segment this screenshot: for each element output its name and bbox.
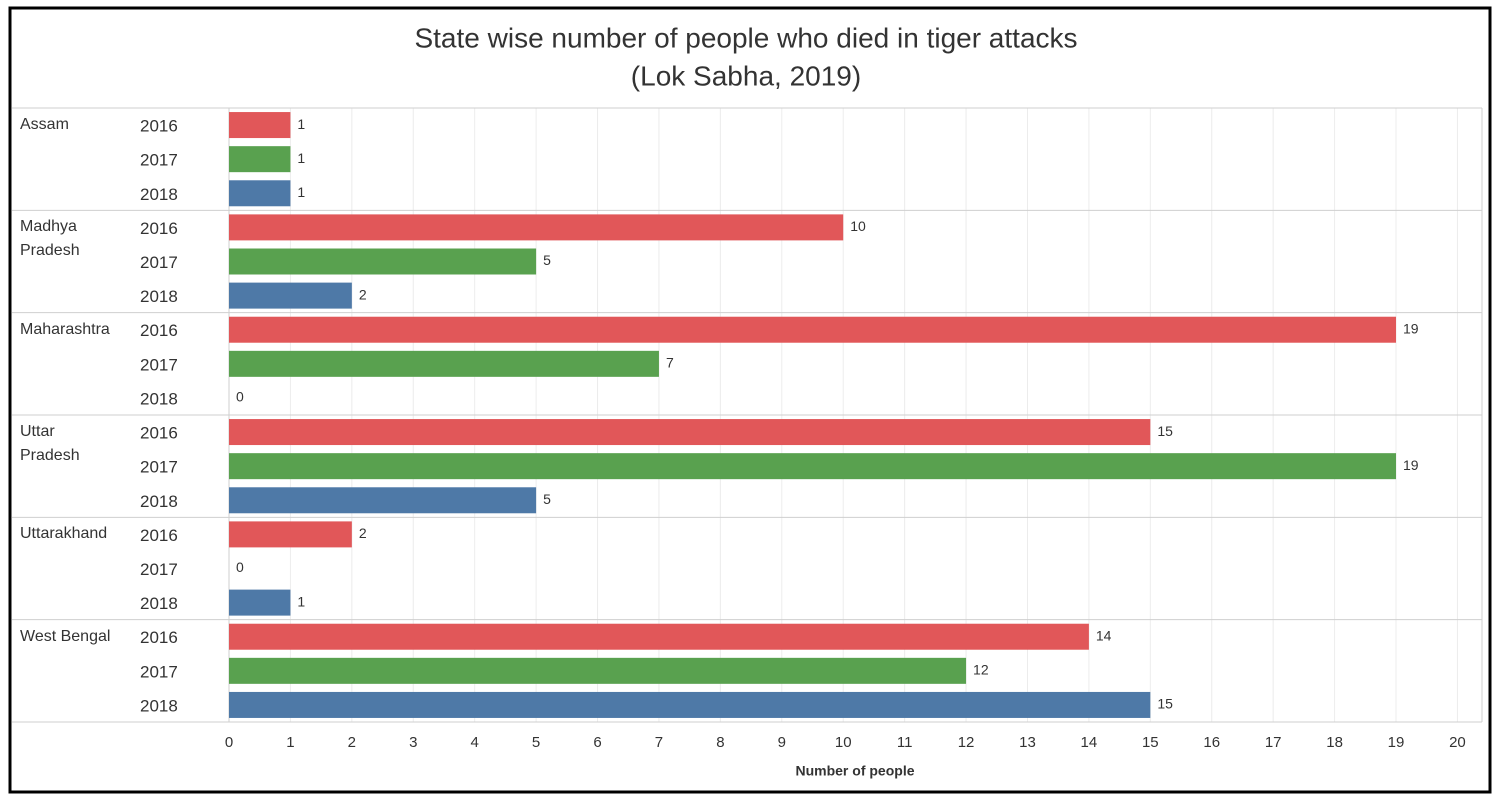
year-label: 2018 <box>140 389 178 408</box>
x-tick-label: 0 <box>225 734 233 751</box>
bar <box>229 214 844 241</box>
bar <box>229 589 291 616</box>
state-label: Uttar Pradesh <box>20 423 80 464</box>
x-tick-label: 19 <box>1388 734 1405 751</box>
bar <box>229 419 1151 446</box>
state-label: West Bengal <box>20 627 111 645</box>
year-label: 2018 <box>140 696 178 715</box>
x-tick-label: 3 <box>409 734 417 751</box>
year-label: 2016 <box>140 628 178 647</box>
x-tick-label: 5 <box>532 734 540 751</box>
year-label: 2017 <box>140 458 178 477</box>
bar <box>229 691 1151 718</box>
x-tick-label: 2 <box>348 734 356 751</box>
x-tick-label: 4 <box>471 734 479 751</box>
x-tick-label: 15 <box>1142 734 1159 751</box>
x-tick-label: 17 <box>1265 734 1282 751</box>
year-label: 2017 <box>140 355 178 374</box>
bar <box>229 521 352 548</box>
x-tick-label: 6 <box>593 734 601 751</box>
year-label: 2018 <box>140 492 178 511</box>
x-tick-label: 7 <box>655 734 663 751</box>
bar <box>229 453 1397 480</box>
year-label: 2016 <box>140 321 178 340</box>
data-label: 10 <box>850 218 866 234</box>
data-label: 14 <box>1096 627 1112 643</box>
year-label: 2016 <box>140 219 178 238</box>
x-tick-label: 1 <box>286 734 294 751</box>
year-label: 2017 <box>140 151 178 170</box>
x-tick-label: 11 <box>897 734 913 751</box>
data-label: 7 <box>666 355 674 371</box>
x-tick-label: 14 <box>1081 734 1098 751</box>
bar <box>229 350 659 377</box>
data-label: 1 <box>297 116 305 132</box>
x-tick-label: 10 <box>835 734 852 751</box>
bar <box>229 282 352 309</box>
data-label: 19 <box>1403 320 1419 336</box>
x-axis-title: Number of people <box>795 763 914 779</box>
bar <box>229 487 537 514</box>
data-label: 1 <box>297 150 305 166</box>
state-label: Assam <box>20 116 69 133</box>
frame <box>8 6 1492 794</box>
state-label: Uttarakhand <box>20 525 108 543</box>
year-label: 2016 <box>140 424 178 443</box>
x-tick-label: 12 <box>958 734 975 751</box>
chart-title: State wise number of people who died in … <box>414 22 1077 53</box>
bar <box>229 112 291 139</box>
data-label: 15 <box>1157 423 1173 439</box>
year-label: 2017 <box>140 662 178 681</box>
bar <box>229 623 1089 650</box>
year-label: 2016 <box>140 526 178 545</box>
x-tick-label: 9 <box>778 734 786 751</box>
x-tick-label: 20 <box>1449 734 1466 751</box>
chart-subtitle: (Lok Sabha, 2019) <box>631 60 861 91</box>
x-tick-label: 8 <box>716 734 724 751</box>
year-label: 2018 <box>140 185 178 204</box>
bar <box>229 316 1397 343</box>
year-label: 2017 <box>140 253 178 272</box>
year-label: 2017 <box>140 560 178 579</box>
year-label: 2018 <box>140 594 178 613</box>
year-label: 2016 <box>140 117 178 136</box>
x-tick-label: 16 <box>1203 734 1220 751</box>
state-label: Madhya Pradesh <box>20 218 80 260</box>
bar <box>229 657 967 684</box>
x-tick-label: 18 <box>1326 734 1343 751</box>
state-label: Maharashtra <box>20 320 110 338</box>
data-label: 2 <box>359 525 367 541</box>
data-label: 0 <box>236 389 244 405</box>
data-label: 2 <box>359 286 367 302</box>
data-label: 1 <box>297 593 305 609</box>
x-tick-label: 13 <box>1019 734 1036 751</box>
bar <box>229 180 291 207</box>
data-label: 5 <box>543 491 551 507</box>
data-label: 12 <box>973 662 989 678</box>
year-label: 2018 <box>140 287 178 306</box>
data-label: 19 <box>1403 457 1419 473</box>
data-label: 5 <box>543 252 551 268</box>
data-label: 1 <box>297 184 305 200</box>
data-label: 15 <box>1157 696 1173 712</box>
bar <box>229 248 537 275</box>
bar <box>229 146 291 173</box>
data-label: 0 <box>236 559 244 575</box>
